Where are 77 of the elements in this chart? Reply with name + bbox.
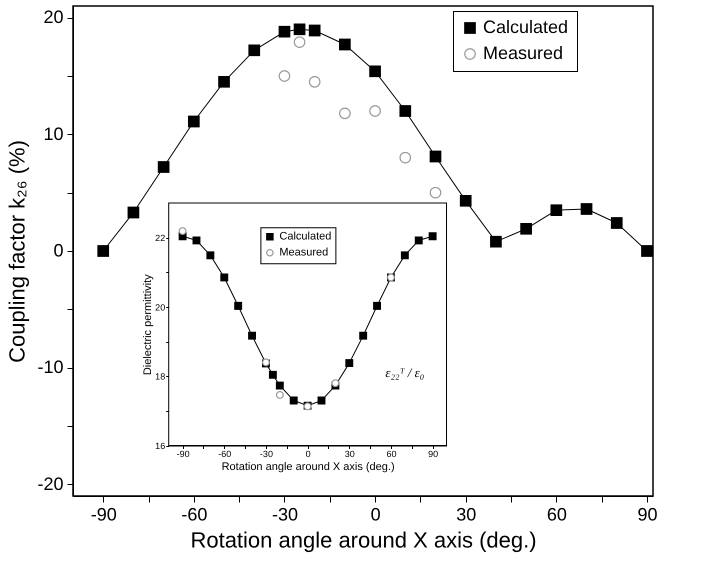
- point: [268, 370, 277, 379]
- point: [128, 206, 140, 218]
- y-tick-label: 10: [43, 124, 64, 144]
- x-tick-label: -30: [260, 449, 273, 460]
- y-tick-label: -10: [37, 357, 64, 378]
- x-tick-label: 30: [344, 449, 355, 460]
- x-tick-label: -60: [218, 449, 232, 460]
- point: [331, 379, 340, 388]
- point: [234, 302, 242, 310]
- point: [248, 332, 256, 340]
- point: [430, 186, 442, 198]
- point: [430, 150, 442, 162]
- point: [641, 245, 653, 257]
- legend-label: Calculated: [483, 17, 568, 37]
- point: [414, 236, 423, 244]
- y-tick-label: -20: [37, 474, 64, 494]
- y-tick-label: 20: [43, 7, 64, 28]
- y-tick-label: 16: [155, 441, 166, 452]
- x-tick-label: -90: [90, 504, 117, 524]
- point: [188, 116, 200, 128]
- y-tick-label: 0: [53, 240, 64, 260]
- x-tick-label: 90: [428, 449, 438, 460]
- point: [178, 227, 187, 235]
- point: [369, 65, 381, 78]
- point: [278, 26, 290, 38]
- point: [580, 203, 592, 215]
- annotation: ε₂₂ᵀ / ε₀: [385, 364, 424, 380]
- point: [294, 36, 306, 48]
- point: [460, 194, 472, 207]
- point: [248, 44, 260, 56]
- x-tick-label: 60: [546, 504, 567, 524]
- y-axis-title: Coupling factor k₂₆ (%): [4, 140, 30, 363]
- point: [308, 24, 321, 36]
- point: [308, 76, 321, 88]
- point: [399, 105, 412, 117]
- x-tick-label: -60: [181, 504, 208, 524]
- x-axis-title: Rotation angle around X axis (deg.): [190, 528, 537, 552]
- point: [369, 105, 381, 117]
- point: [318, 396, 326, 404]
- point: [399, 152, 412, 164]
- legend-label: Measured: [279, 246, 328, 259]
- point: [339, 108, 351, 120]
- x-tick-label: -30: [272, 504, 298, 524]
- point: [278, 70, 290, 82]
- x-tick-label: 60: [386, 449, 396, 460]
- y-axis-title: Dielectric permittivity: [142, 274, 154, 376]
- y-tick-label: 20: [155, 302, 166, 312]
- point: [400, 251, 409, 260]
- point: [345, 359, 354, 368]
- point: [218, 76, 230, 88]
- point: [373, 302, 382, 310]
- point: [192, 236, 200, 244]
- x-axis-title: Rotation angle around X axis (deg.): [222, 461, 395, 474]
- point: [276, 390, 284, 399]
- point: [158, 161, 170, 173]
- x-tick-label: -90: [176, 449, 190, 460]
- legend-label: Calculated: [279, 230, 332, 243]
- point: [206, 251, 214, 260]
- point: [339, 38, 351, 50]
- point: [97, 245, 110, 257]
- point: [490, 236, 502, 248]
- x-tick-label: 0: [306, 449, 311, 460]
- y-tick-label: 22: [155, 233, 166, 244]
- point: [294, 23, 306, 36]
- x-tick-label: 30: [456, 504, 476, 524]
- x-tick-label: 90: [637, 504, 658, 524]
- legend-label: Measured: [483, 43, 564, 63]
- point: [520, 222, 532, 235]
- point: [290, 396, 298, 404]
- point: [359, 332, 368, 340]
- x-tick-label: 0: [370, 504, 381, 524]
- point: [610, 217, 623, 229]
- point: [276, 382, 284, 390]
- point: [220, 274, 228, 282]
- point: [428, 232, 437, 240]
- point: [550, 204, 562, 216]
- y-tick-label: 18: [155, 372, 166, 382]
